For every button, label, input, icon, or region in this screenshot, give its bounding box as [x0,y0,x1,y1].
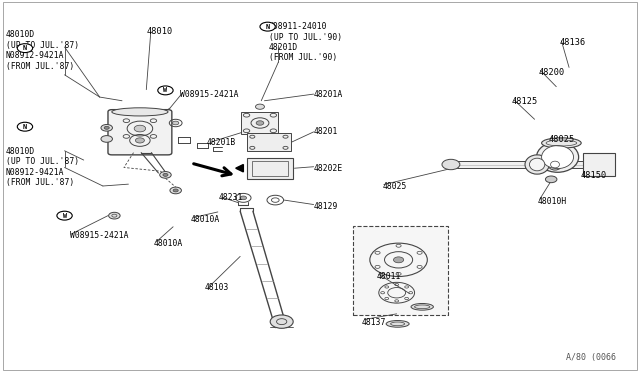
Ellipse shape [112,108,168,116]
Text: 48010H: 48010H [537,197,566,206]
Text: 48202E: 48202E [314,164,343,173]
Text: 48201A: 48201A [314,90,343,99]
Text: 48137: 48137 [362,318,386,327]
Text: 48025: 48025 [548,135,575,144]
Circle shape [173,121,179,125]
Text: 48010A: 48010A [154,239,183,248]
Circle shape [136,138,145,143]
Bar [247,134,291,151]
Text: W08915-2421A: W08915-2421A [70,231,128,240]
Ellipse shape [541,138,581,148]
Text: N08911-24010
(UP TO JUL.'90)
48201D
(FROM JUL.'90): N08911-24010 (UP TO JUL.'90) 48201D (FRO… [269,22,342,62]
Circle shape [109,212,120,219]
Circle shape [134,125,146,132]
Circle shape [394,257,404,263]
Circle shape [57,211,72,220]
Text: 48011: 48011 [376,272,401,281]
Text: 48010: 48010 [147,28,173,36]
Circle shape [17,44,33,52]
Text: 48201: 48201 [314,128,338,137]
Text: W: W [63,213,67,219]
Text: 48136: 48136 [559,38,586,47]
Text: W: W [163,87,168,93]
Text: 48150: 48150 [580,171,607,180]
Circle shape [442,159,460,170]
Bar [458,161,585,168]
Text: 48025: 48025 [383,182,407,190]
Circle shape [163,173,168,176]
Text: 48129: 48129 [314,202,338,211]
Circle shape [545,176,557,183]
Ellipse shape [529,158,545,171]
Circle shape [240,196,246,200]
Bar [252,161,288,176]
Text: 48010D
(UP TO JUL.'87)
N08912-9421A
(FROM JUL.'87): 48010D (UP TO JUL.'87) N08912-9421A (FRO… [6,147,79,187]
Circle shape [256,121,264,125]
Bar [583,153,615,176]
Circle shape [270,315,293,328]
Text: W08915-2421A: W08915-2421A [179,90,238,99]
Circle shape [255,104,264,109]
Text: N: N [266,24,269,30]
Text: 48200: 48200 [538,68,564,77]
Circle shape [101,125,113,131]
Circle shape [160,171,172,178]
Text: N: N [23,45,27,51]
Text: 48125: 48125 [511,97,538,106]
Text: 48010A: 48010A [191,215,220,224]
Ellipse shape [541,145,573,169]
Circle shape [158,86,173,95]
Ellipse shape [525,155,549,174]
Bar [241,112,278,134]
Text: 48231: 48231 [219,193,243,202]
Text: 48010D
(UP TO JUL.'87)
N08912-9421A
(FROM JUL.'87): 48010D (UP TO JUL.'87) N08912-9421A (FRO… [6,31,79,71]
Text: N: N [23,124,27,130]
Text: 48103: 48103 [205,283,229,292]
Ellipse shape [548,159,562,170]
Text: A/80 (0066: A/80 (0066 [566,353,616,362]
Bar [247,158,293,179]
Bar [353,226,448,315]
Text: 48201B: 48201B [206,138,236,147]
Circle shape [101,136,113,142]
Circle shape [170,187,181,194]
Circle shape [104,126,109,129]
Ellipse shape [536,142,579,172]
FancyBboxPatch shape [108,110,172,155]
Circle shape [173,189,178,192]
Circle shape [17,122,33,131]
Ellipse shape [386,321,409,327]
Polygon shape [236,164,243,172]
Circle shape [260,22,275,31]
Ellipse shape [411,304,433,310]
